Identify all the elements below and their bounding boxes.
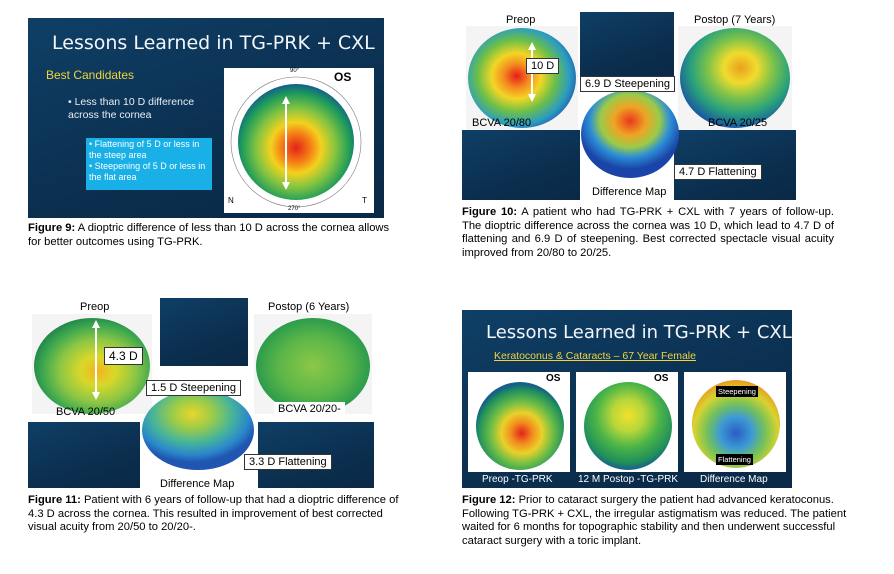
fig10-steepening: 6.9 D Steepening — [580, 76, 676, 92]
fig9-slide-title: Lessons Learned in TG-PRK + CXL — [52, 32, 375, 54]
fig12-map-diff: Steepening Flattening — [684, 372, 786, 472]
fig9-n-label: N — [228, 196, 234, 205]
fig9-slide: Lessons Learned in TG-PRK + CXL Best Can… — [28, 18, 384, 218]
fig9-callout-line2: • Steepening of 5 D or less in the flat … — [89, 161, 206, 182]
fig11-steepening: 1.5 D Steepening — [146, 380, 242, 396]
fig9-deg-top: 90° — [290, 68, 300, 74]
fig12-label-preop: Preop -TG-PRK — [482, 474, 553, 485]
fig10-bcva-pre: BCVA 20/80 — [472, 117, 532, 129]
fig11-preop-title: Preop — [80, 301, 110, 313]
fig12-label-diff: Difference Map — [700, 474, 768, 485]
fig11-caption: Figure 11: Patient with 6 years of follo… — [28, 494, 400, 535]
fig10-flattening: 4.7 D Flattening — [674, 164, 762, 180]
fig12-slide-title: Lessons Learned in TG-PRK + CXL — [486, 322, 792, 343]
fig10-bg-left — [462, 130, 580, 200]
fig12-caption-text: Prior to cataract surgery the patient ha… — [462, 494, 847, 547]
fig9-deg-bottom: 270° — [288, 206, 301, 212]
fig9-subtitle: Best Candidates — [46, 68, 135, 82]
fig12-caption: Figure 12: Prior to cataract surgery the… — [462, 494, 878, 548]
fig10-ten-d: 10 D — [526, 58, 560, 74]
fig11-diffmap-label: Difference Map — [160, 478, 235, 490]
fig9-bullet: • Less than 10 D difference across the c… — [68, 96, 195, 121]
fig12-slide: Lessons Learned in TG-PRK + CXL Keratoco… — [462, 310, 792, 488]
fig11-postop-map — [254, 314, 372, 414]
fig9-map-panel: OS 90° 270° N T — [224, 68, 374, 213]
fig10-caption-text: A patient who had TG-PRK + CXL with 7 ye… — [462, 206, 834, 259]
fig11-caption-text: Patient with 6 years of follow-up that h… — [28, 494, 399, 534]
fig12-eye-label-2: OS — [654, 373, 669, 384]
fig9-callout-line1: • Flattening of 5 D or less in the steep… — [89, 139, 200, 160]
fig10-preop-title: Preop — [506, 14, 536, 26]
fig10-diffmap-label: Difference Map — [592, 186, 667, 198]
fig11-diff-map — [140, 390, 256, 480]
fig9-t-label: T — [362, 196, 367, 205]
fig10-bcva-post: BCVA 20/25 — [708, 117, 768, 129]
fig11-postop-title: Postop (6 Years) — [268, 301, 350, 313]
fig11-flattening: 3.3 D Flattening — [244, 454, 332, 470]
fig9-caption-label: Figure 9: — [28, 222, 76, 234]
fig11-bcva-post: BCVA 20/20- — [274, 402, 345, 416]
fig9-caption-text: A dioptric difference of less than 10 D … — [28, 222, 390, 248]
fig12-steepening: Steepening — [716, 386, 758, 397]
fig11-bg-left — [28, 422, 140, 488]
fig12-map-postop: OS — [576, 372, 678, 472]
fig12-label-postop: 12 M Postop -TG-PRK — [578, 474, 679, 485]
fig9-eye-label: OS — [334, 70, 352, 84]
fig10-caption: Figure 10: A patient who had TG-PRK + CX… — [462, 206, 834, 260]
fig10-preop-map — [466, 26, 578, 130]
fig10-postop-map — [678, 26, 792, 130]
fig12-eye-label-1: OS — [546, 373, 561, 384]
fig11-bcva-pre: BCVA 20/50 — [56, 406, 116, 418]
fig11-caption-label: Figure 11: — [28, 494, 81, 506]
fig9-topography-map — [230, 76, 362, 208]
fig10-postop-title: Postop (7 Years) — [694, 14, 776, 26]
fig11-four-d: 4.3 D — [104, 347, 143, 365]
fig12-subtitle: Keratoconus & Cataracts – 67 Year Female — [494, 350, 696, 362]
fig9-caption: Figure 9: A dioptric difference of less … — [28, 222, 398, 249]
fig12-caption-label: Figure 12: — [462, 494, 516, 506]
fig12-flattening: Flattening — [716, 454, 753, 465]
fig11-arrow-icon — [92, 320, 100, 400]
fig11-bg-top — [160, 298, 248, 366]
fig10-diff-map — [580, 90, 680, 188]
fig11-panel: Preop 4.3 D BCVA 20/50 Postop (6 Years) … — [28, 298, 374, 490]
fig10-panel: Preop 10 D BCVA 20/80 Postop (7 Years) B… — [462, 12, 796, 200]
fig10-caption-label: Figure 10: — [462, 206, 518, 218]
fig10-bg-top — [580, 12, 674, 76]
fig12-map-preop: OS — [468, 372, 570, 472]
fig9-callout: • Flattening of 5 D or less in the steep… — [86, 138, 212, 190]
